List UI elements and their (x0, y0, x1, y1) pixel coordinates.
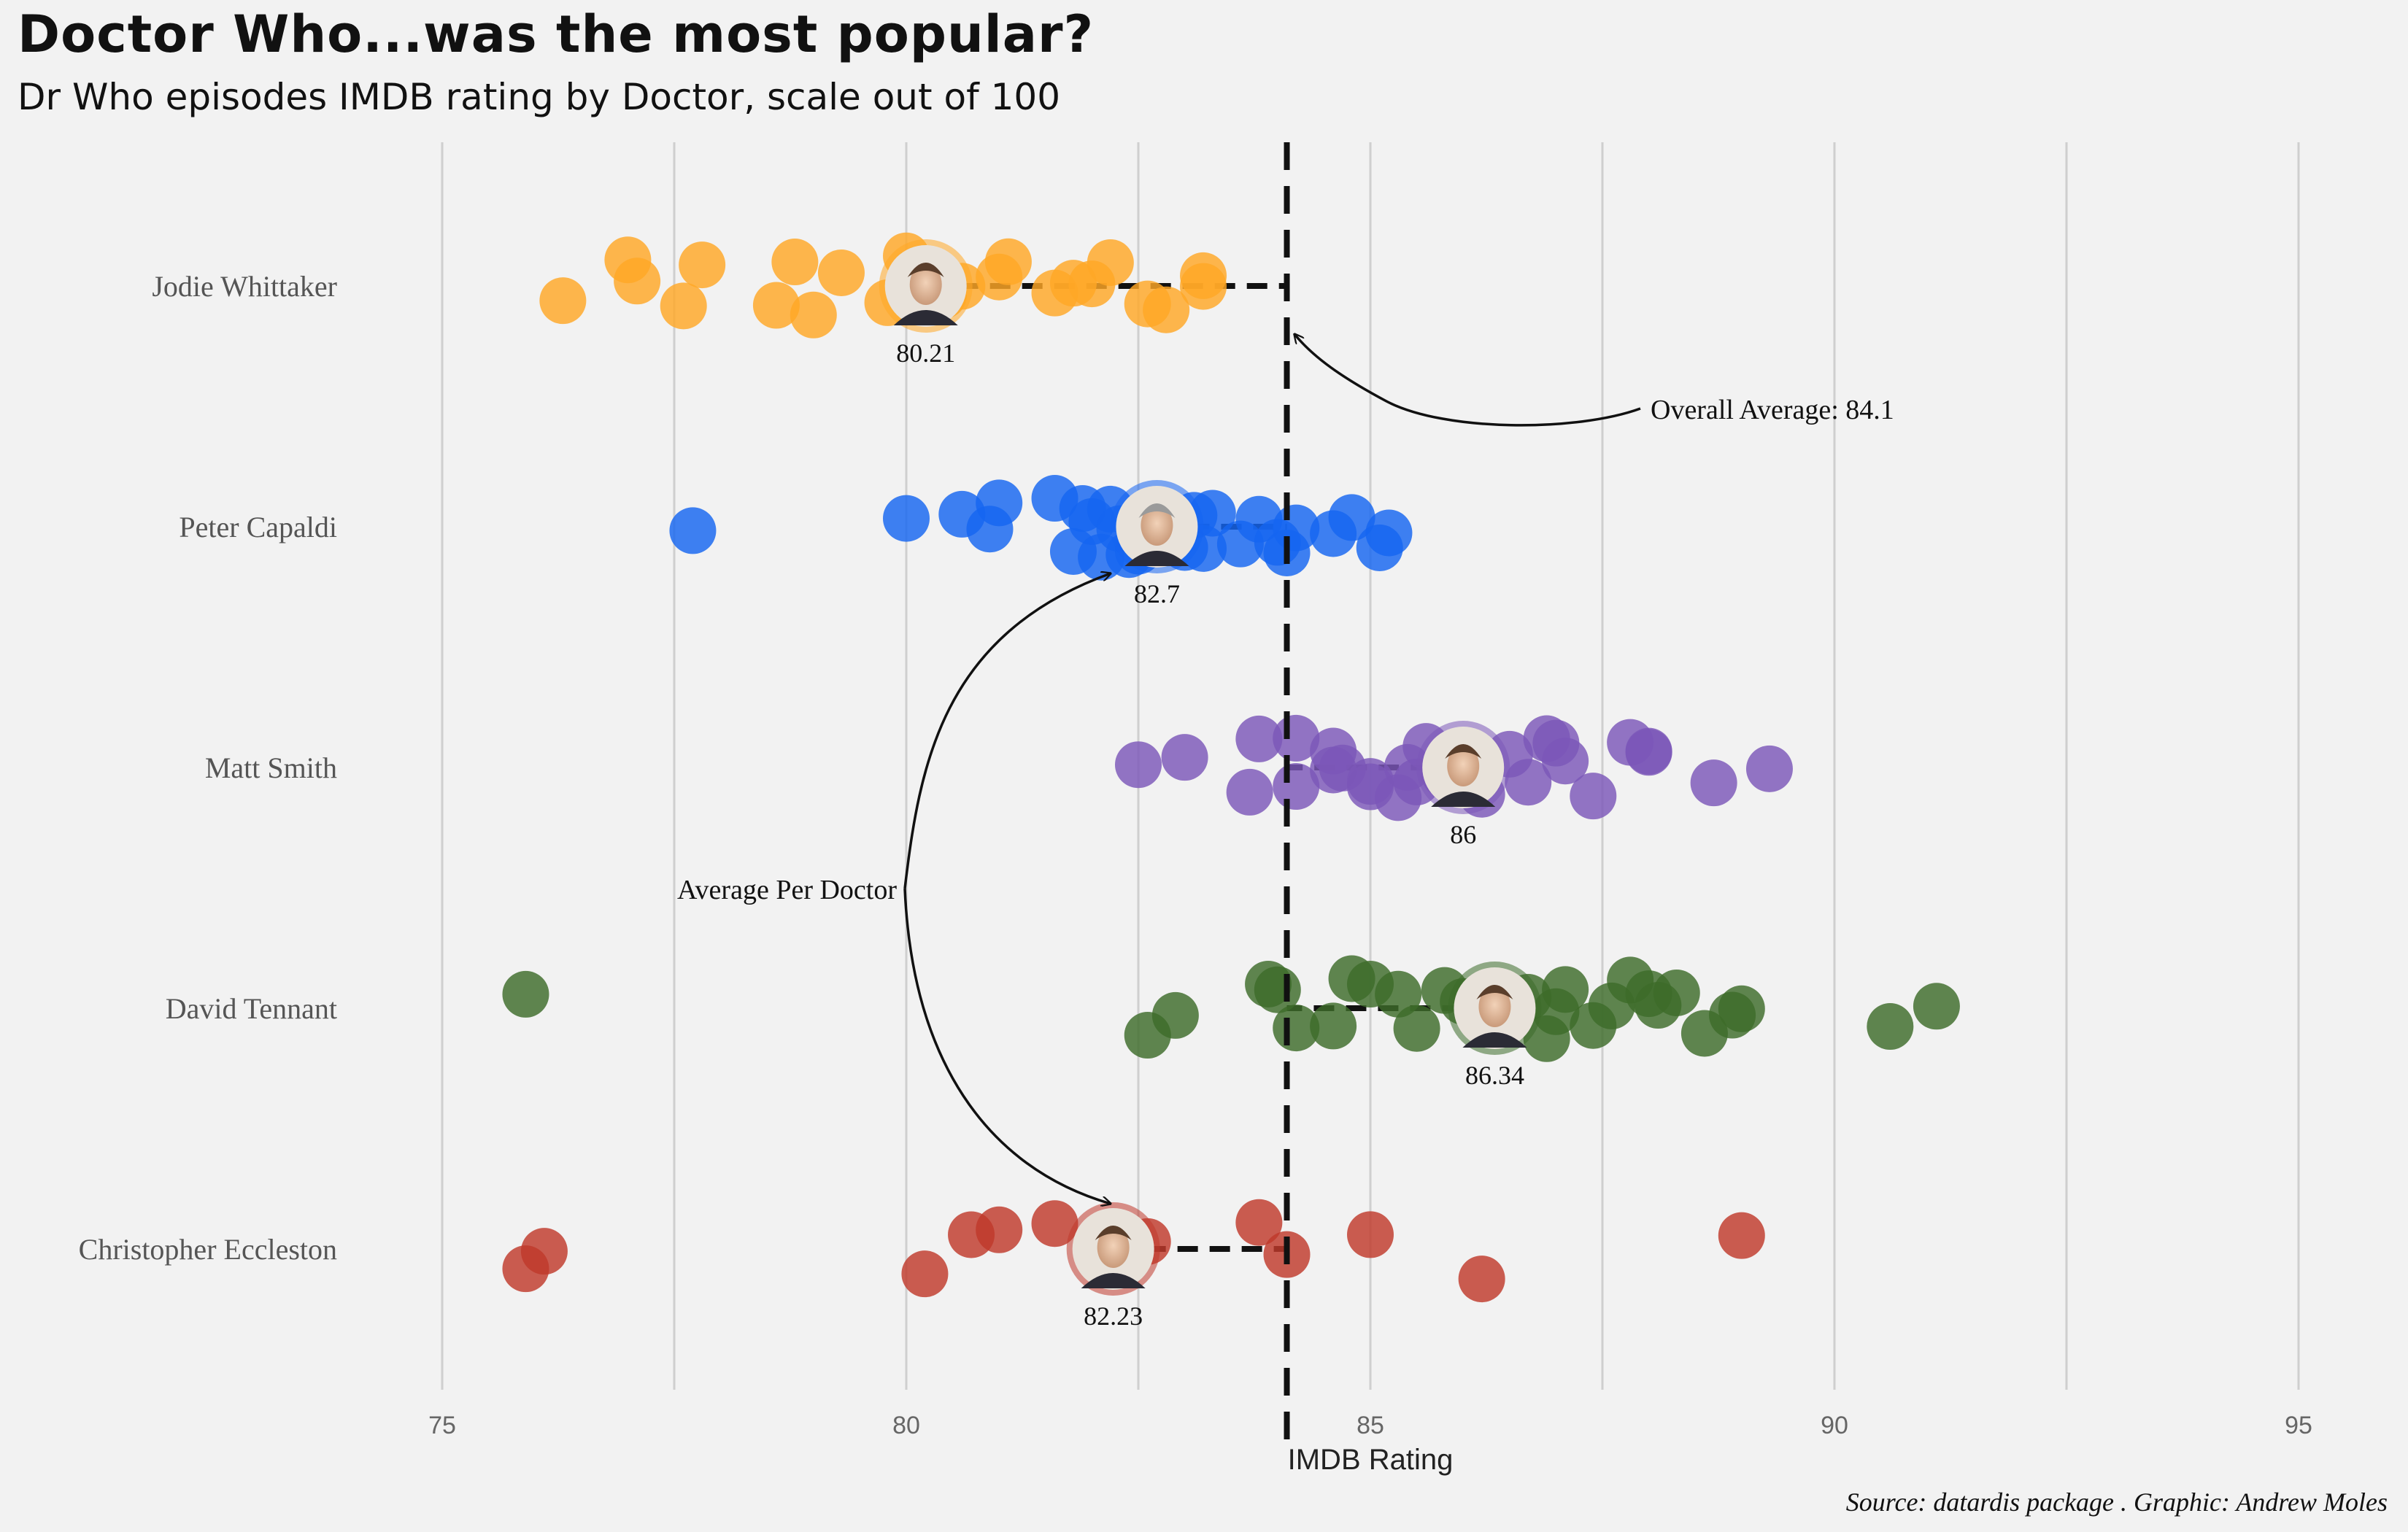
x-axis-title: IMDB Rating (1288, 1444, 1454, 1476)
data-point (1365, 509, 1413, 557)
data-point (1143, 286, 1190, 333)
data-point (790, 291, 837, 338)
data-point (1393, 1005, 1440, 1052)
data-point (1328, 494, 1375, 541)
doctor-mean-label: 82.23 (1084, 1301, 1143, 1331)
source-caption: Source: datardis package . Graphic: Andr… (1845, 1487, 2388, 1517)
x-tick-label: 85 (1357, 1412, 1384, 1439)
y-label-doctor: Christopher Eccleston (79, 1233, 337, 1266)
data-point (669, 507, 717, 554)
doctor-mean-label: 86 (1450, 820, 1476, 849)
data-point (901, 1250, 949, 1298)
data-point (1115, 741, 1162, 789)
data-point (1235, 1199, 1283, 1246)
data-point (817, 249, 865, 296)
data-point (976, 479, 1023, 527)
data-point (660, 282, 707, 330)
doctor-mean-label: 80.21 (896, 338, 955, 368)
chart-subtitle: Dr Who episodes IMDB rating by Doctor, s… (18, 76, 1061, 118)
data-point (976, 253, 1023, 301)
data-point (752, 282, 800, 329)
chart-title: Doctor Who...was the most popular? (18, 4, 1095, 64)
data-point (1161, 734, 1208, 781)
y-label-doctor: Jodie Whittaker (152, 270, 337, 303)
data-point (1625, 727, 1672, 775)
data-point (1745, 745, 1793, 792)
data-point (1542, 966, 1589, 1013)
doctor-mean-label: 82.7 (1134, 579, 1180, 608)
data-point (539, 277, 587, 325)
data-point (771, 239, 819, 286)
overall-average-arrow (1294, 334, 1641, 427)
data-point (1505, 759, 1552, 806)
doctor-face-icon (1448, 962, 1542, 1055)
data-point (1867, 1003, 1914, 1051)
data-point (1087, 239, 1134, 286)
per-doctor-annotation: Average Per Doctor (677, 875, 897, 905)
data-point (1570, 773, 1617, 820)
data-point (520, 1228, 568, 1275)
y-label-doctor: Matt Smith (205, 751, 337, 784)
data-point (883, 495, 930, 542)
y-label-doctor: David Tennant (166, 992, 337, 1025)
doctor-face-icon (1110, 480, 1204, 573)
doctor-face-icon (1416, 721, 1510, 814)
data-point (679, 241, 726, 289)
data-point (1031, 1200, 1078, 1247)
data-point (502, 970, 549, 1018)
data-point (1458, 1256, 1505, 1303)
overall-average-annotation: Overall Average: 84.1 (1651, 395, 1894, 425)
doctor-mean-label: 86.34 (1465, 1061, 1524, 1090)
data-point (1310, 1002, 1357, 1050)
data-point (1180, 263, 1227, 310)
doctor-face-icon (879, 239, 973, 333)
data-point (1226, 768, 1273, 816)
data-point (1913, 983, 1960, 1030)
data-point (1235, 715, 1283, 762)
data-point (1653, 969, 1700, 1016)
x-tick-label: 95 (2285, 1412, 2312, 1439)
x-tick-label: 80 (892, 1412, 920, 1439)
data-point (976, 1206, 1023, 1253)
data-point (1375, 970, 1422, 1018)
per-doctor-arrow-down (903, 888, 1111, 1204)
data-point (1690, 759, 1737, 807)
doctor-face-icon (1066, 1202, 1160, 1296)
data-point (1718, 1212, 1765, 1259)
y-label-doctor: Peter Capaldi (179, 511, 337, 543)
per-doctor-arrow-up (903, 573, 1111, 889)
data-point (1151, 991, 1199, 1039)
x-tick-label: 90 (1821, 1412, 1848, 1439)
x-tick-label: 75 (428, 1412, 456, 1439)
data-point (614, 258, 661, 305)
data-point (1347, 1211, 1394, 1258)
data-point (1542, 738, 1589, 785)
data-point (1718, 985, 1765, 1032)
